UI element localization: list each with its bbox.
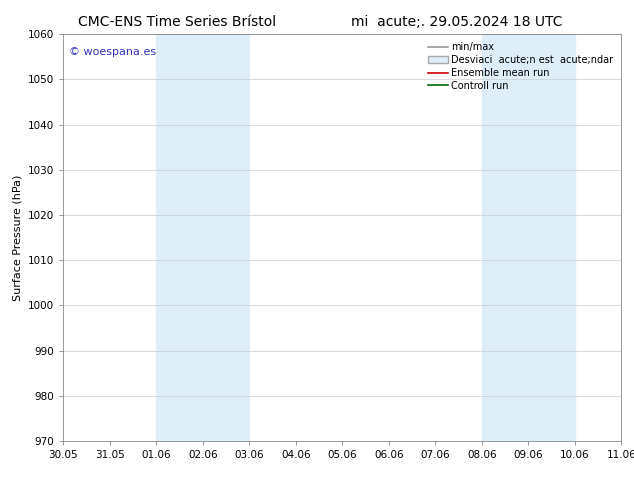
- Text: CMC-ENS Time Series Brístol: CMC-ENS Time Series Brístol: [79, 15, 276, 29]
- Text: © woespana.es: © woespana.es: [69, 47, 156, 56]
- Text: mi  acute;. 29.05.2024 18 UTC: mi acute;. 29.05.2024 18 UTC: [351, 15, 562, 29]
- Bar: [482, 34, 575, 441]
- Legend: min/max, Desviaci  acute;n est  acute;ndar, Ensemble mean run, Controll run: min/max, Desviaci acute;n est acute;ndar…: [425, 39, 616, 94]
- Y-axis label: Surface Pressure (hPa): Surface Pressure (hPa): [13, 174, 23, 301]
- Bar: [157, 34, 249, 441]
